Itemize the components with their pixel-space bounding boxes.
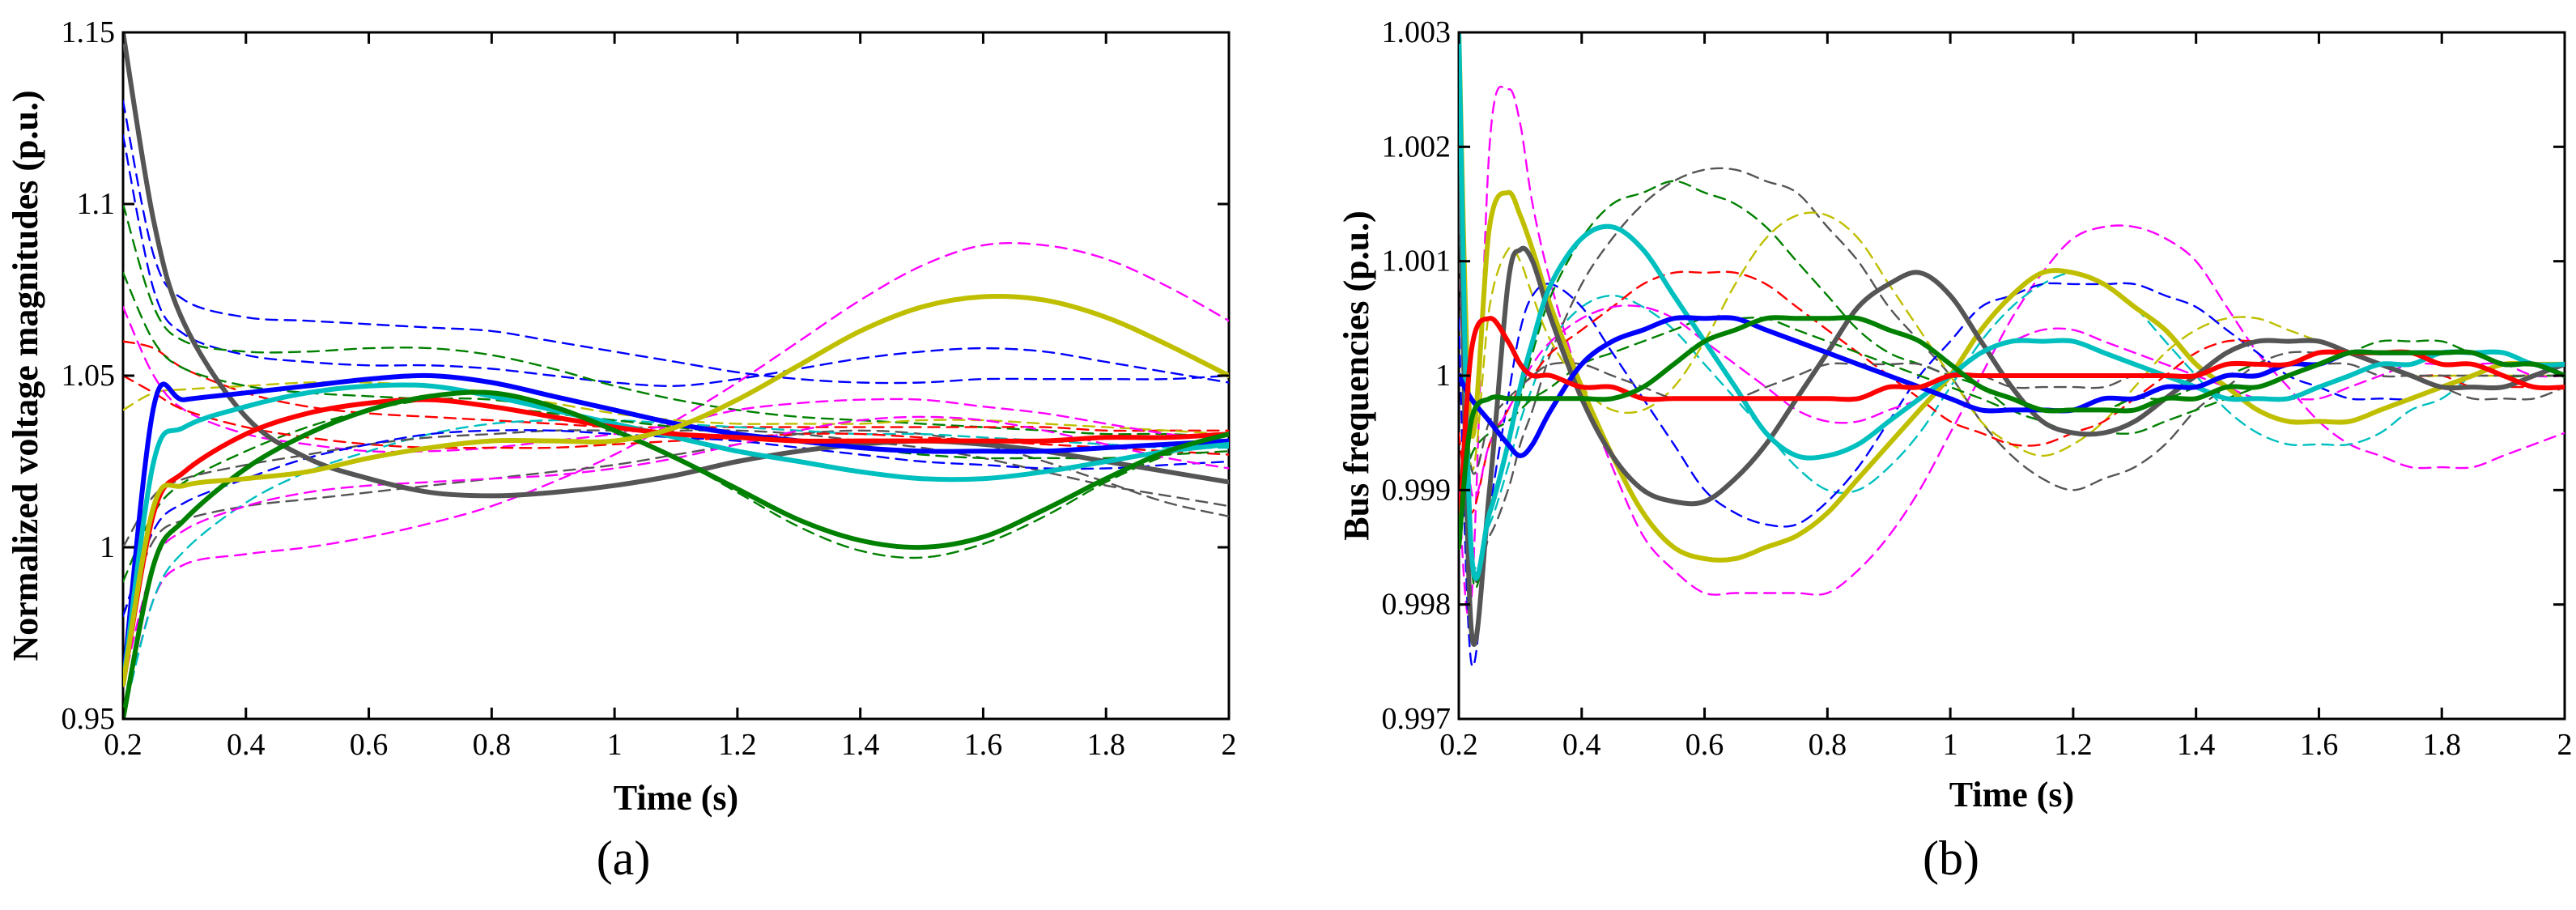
x-tick-label-b: 1.8 xyxy=(2422,728,2461,762)
series-line-b-freq-magenta-d1 xyxy=(1459,85,2565,619)
x-tick-label-a: 1.4 xyxy=(841,728,880,762)
x-tick-label-a: 1.6 xyxy=(964,728,1003,762)
x-axis-label-a: Time (s) xyxy=(614,778,738,818)
series-line-a-bus-red-d1 xyxy=(123,340,1229,432)
x-tick-label-b: 0.8 xyxy=(1809,728,1847,762)
series-line-b-freq-cyan xyxy=(1459,32,2565,581)
series-group-a xyxy=(123,32,1229,719)
x-tick-label-b: 2 xyxy=(2557,728,2573,762)
plot-frame-a xyxy=(121,31,1231,721)
x-ticks-b: 0.2 0.4 0.6 0.8 1 1.2 1.4 1.6 1.8 2 xyxy=(1439,32,2573,762)
y-ticks-b: 0.997 0.998 0.999 1 1.001 1.002 1.003 xyxy=(1382,15,2565,736)
series-group-b xyxy=(1459,32,2565,668)
x-tick-label-b: 1 xyxy=(1943,728,1958,762)
series-line-b-freq-olive xyxy=(1459,32,2565,563)
series-line-a-bus-magenta-d3 xyxy=(123,415,1229,686)
y-tick-label-b: 0.997 xyxy=(1382,702,1452,736)
panel-label-b: (b) xyxy=(1923,831,1979,885)
series-line-a-bus-blue-d1 xyxy=(123,100,1229,385)
x-ticks-a: 0.2 0.4 0.6 0.8 1 1.2 1.4 1.6 1.8 2 xyxy=(104,32,1237,762)
x-tick-label-a: 2 xyxy=(1222,728,1237,762)
y-axis-label-b: Bus frequencies (p.u.) xyxy=(1337,210,1376,540)
x-tick-label-b: 1.2 xyxy=(2054,728,2093,762)
x-tick-label-b: 0.4 xyxy=(1562,728,1601,762)
series-line-a-bus-red xyxy=(123,397,1229,687)
y-tick-label-a: 1.15 xyxy=(62,15,116,49)
chart-a: 0.2 0.4 0.6 0.8 1 1.2 1.4 1.6 1.8 2 0.95 1 1.05 1.1 1… xyxy=(6,15,1237,885)
y-tick-label-b: 0.999 xyxy=(1382,473,1452,507)
y-tick-label-a: 1.05 xyxy=(62,359,116,393)
series-line-b-freq-blue-d1 xyxy=(1459,282,2565,668)
x-tick-label-b: 1.6 xyxy=(2300,728,2339,762)
series-line-a-bus-olive xyxy=(123,293,1229,687)
x-tick-label-a: 0.6 xyxy=(350,728,389,762)
x-tick-label-b: 0.2 xyxy=(1439,728,1478,762)
series-line-a-bus-dark-gray xyxy=(123,32,1229,499)
x-tick-label-a: 0.4 xyxy=(227,728,266,762)
series-line-b-freq-magenta-d2 xyxy=(1459,260,2565,500)
panel-label-a: (a) xyxy=(597,831,651,885)
series-line-a-bus-blue xyxy=(123,372,1229,687)
series-line-b-freq-cyan-d1 xyxy=(1459,202,2565,570)
x-tick-label-a: 0.8 xyxy=(473,728,512,762)
y-tick-label-b: 1 xyxy=(1435,359,1451,393)
chart-b: 0.2 0.4 0.6 0.8 1 1.2 1.4 1.6 1.8 2 0.9970.9980.9… xyxy=(1337,15,2573,885)
y-tick-label-b: 0.998 xyxy=(1382,588,1452,622)
y-tick-label-a: 1 xyxy=(100,530,115,564)
y-tick-label-b: 1.003 xyxy=(1382,15,1452,49)
series-line-a-bus-gray-d1 xyxy=(123,429,1229,617)
x-tick-label-b: 0.6 xyxy=(1685,728,1724,762)
series-line-b-freq-green xyxy=(1459,315,2565,550)
x-tick-label-a: 1.2 xyxy=(718,728,757,762)
y-axis-label-a: Normalized voltage magnitudes (p.u.) xyxy=(6,90,45,661)
x-tick-label-a: 1.8 xyxy=(1086,728,1125,762)
x-tick-label-a: 0.2 xyxy=(104,728,142,762)
series-line-a-bus-blue-d2 xyxy=(123,134,1229,388)
y-ticks-a: 0.95 1 1.05 1.1 1.15 xyxy=(62,15,1229,736)
series-line-b-freq-dark-gray xyxy=(1459,87,2565,647)
series-line-a-bus-cyan xyxy=(123,382,1229,687)
y-tick-label-b: 1.001 xyxy=(1382,245,1452,279)
series-line-a-bus-green-d1 xyxy=(123,202,1229,439)
y-tick-label-a: 0.95 xyxy=(62,702,116,736)
y-tick-label-a: 1.1 xyxy=(77,187,116,221)
x-tick-label-b: 1.4 xyxy=(2177,728,2216,762)
x-tick-label-a: 1 xyxy=(607,728,623,762)
y-tick-label-b: 1.002 xyxy=(1382,130,1452,164)
x-axis-label-b: Time (s) xyxy=(1949,775,2074,814)
series-line-a-bus-green-d3 xyxy=(123,271,1229,460)
